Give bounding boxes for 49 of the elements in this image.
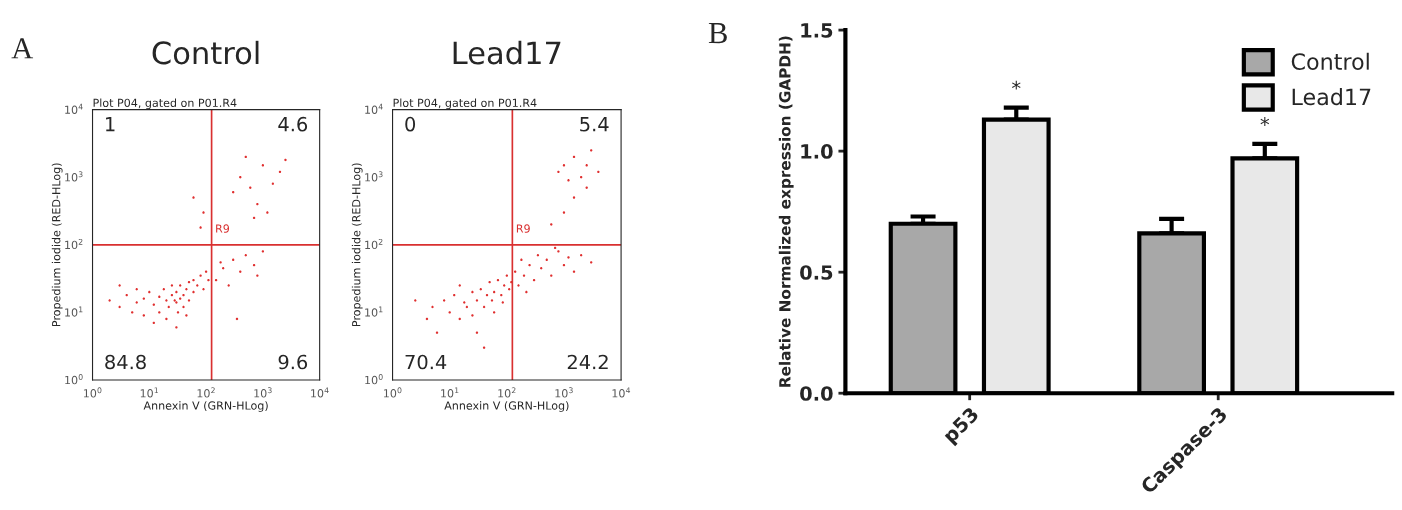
y-tick-label: 0.0 (800, 386, 833, 401)
x-axis-title: Annexin V (GRN-HLog) (143, 401, 268, 412)
annotation: 24.2 (567, 354, 608, 370)
y-tick-label: 10$^{4}$ (365, 103, 383, 114)
x-tick-label: 10$^{1}$ (140, 387, 159, 398)
annotation: * (1260, 117, 1270, 126)
x-tick-label: 10$^{0}$ (384, 387, 402, 398)
legend-label: Control (1291, 52, 1369, 70)
annotation: 84.8 (105, 354, 146, 370)
x-tick-label: 10$^{3}$ (555, 387, 573, 398)
annotation: 1 (106, 117, 115, 132)
legend-label: Lead17 (1292, 88, 1371, 106)
y-axis-title: Propedium iodide (RED-HLog) (51, 163, 63, 327)
annotation: 9.6 (278, 354, 308, 370)
annotation: 70.4 (405, 354, 447, 370)
annotation: R9 (216, 224, 230, 233)
x-tick-label: 10$^{2}$ (498, 387, 516, 398)
y-axis-title: Propedium iodide (RED-HLog) (351, 163, 363, 327)
x-tick-label: 10$^{2}$ (197, 387, 215, 398)
chart-subtitle: Plot P04, gated on P01.R4 (93, 98, 237, 110)
y-tick-label: 10$^{4}$ (65, 103, 83, 114)
annotation: R9 (516, 224, 530, 233)
y-tick-label: 10$^{3}$ (65, 171, 83, 182)
y-tick-label: 10$^{1}$ (365, 306, 383, 317)
y-tick-label: 10$^{1}$ (65, 306, 83, 317)
text: B (708, 23, 727, 44)
chart-title: Lead17 (453, 40, 561, 65)
y-axis-title: Relative Normalized expression (GAPDH) (778, 36, 794, 387)
annotation: 4.6 (278, 116, 308, 132)
x-tick-label: 10$^{1}$ (441, 387, 459, 398)
y-tick-label: 1.5 (801, 23, 833, 38)
chart-title: Control (152, 40, 259, 65)
y-tick-label: 10$^{0}$ (365, 374, 383, 385)
annotation: 0 (405, 116, 416, 132)
text: A (11, 38, 34, 59)
x-tick-label: 10$^{0}$ (83, 387, 102, 398)
y-tick-label: 10$^{2}$ (365, 238, 383, 250)
x-tick-label: 10$^{4}$ (311, 387, 329, 398)
chart-subtitle: Plot P04, gated on P01.R4 (393, 98, 537, 110)
y-tick-label: 10$^{3}$ (365, 171, 383, 182)
y-tick-label: 0.5 (800, 265, 833, 280)
annotation: 5.4 (580, 117, 609, 132)
x-axis-title: Annexin V (GRN-HLog) (444, 401, 569, 412)
x-tick-label: 10$^{3}$ (254, 387, 272, 398)
y-tick-label: 10$^{0}$ (65, 374, 83, 385)
annotation: * (1011, 80, 1021, 90)
y-tick-label: 1.0 (801, 144, 833, 159)
x-tick-label: 10$^{4}$ (612, 387, 631, 398)
y-tick-label: 10$^{2}$ (65, 238, 83, 250)
